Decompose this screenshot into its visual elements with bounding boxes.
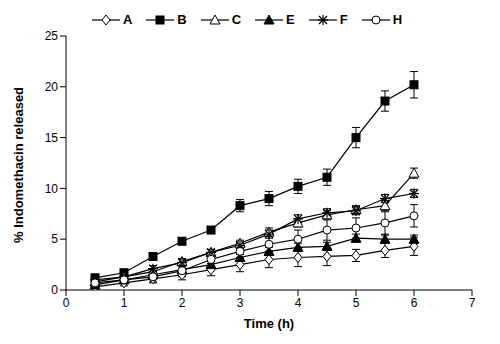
svg-text:15: 15 [45, 131, 59, 145]
html-text:A: A [122, 12, 133, 27]
svg-text:25: 25 [45, 29, 59, 43]
svg-text:2: 2 [179, 296, 186, 310]
html-text:F: F [339, 12, 348, 27]
svg-text:% Indomethacin released: % Indomethacin released [11, 87, 26, 243]
html-text:C: C [231, 12, 242, 27]
svg-text:20: 20 [45, 80, 59, 94]
html-text:B: B [177, 12, 187, 27]
svg-text:5: 5 [51, 232, 58, 246]
svg-text:Time (h): Time (h) [244, 316, 294, 331]
svg-text:3: 3 [237, 296, 244, 310]
svg-text:5: 5 [353, 296, 360, 310]
svg-text:1: 1 [121, 296, 128, 310]
svg-text:10: 10 [45, 182, 59, 196]
svg-text:7: 7 [469, 296, 476, 310]
svg-text:4: 4 [295, 296, 302, 310]
html-text:H: H [392, 12, 403, 27]
svg-text:0: 0 [51, 283, 58, 297]
svg-text:6: 6 [411, 296, 418, 310]
html-text:E: E [286, 12, 295, 27]
svg-text:0: 0 [63, 296, 70, 310]
